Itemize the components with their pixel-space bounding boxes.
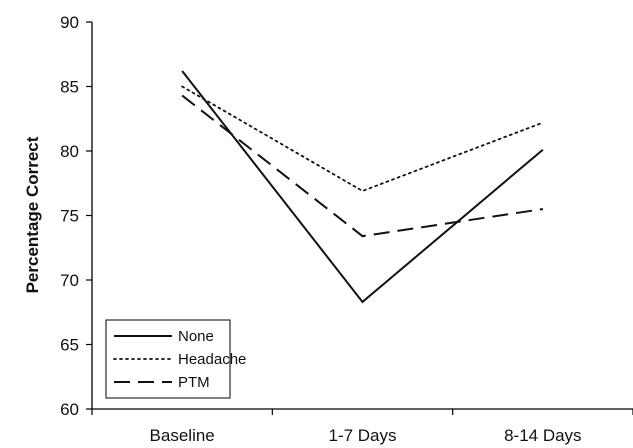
x-ticks: Baseline 1-7 Days 8-14 Days: [91, 409, 633, 445]
y-tick-label: 80: [60, 142, 79, 161]
legend-label-none: None: [178, 328, 214, 345]
legend-label-ptm: PTM: [178, 374, 210, 391]
y-tick-label: 65: [60, 336, 79, 355]
legend-label-headache: Headache: [178, 351, 246, 368]
x-tick-label: 8-14 Days: [504, 426, 581, 445]
y-ticks: 60 65 70 75 80 85 90: [60, 13, 92, 419]
y-tick-label: 90: [60, 13, 79, 32]
y-tick-label: 60: [60, 400, 79, 419]
y-axis-title: Percentage Correct: [23, 136, 42, 293]
y-tick-label: 75: [60, 207, 79, 226]
series-line-ptm: [181, 94, 543, 238]
y-tick-label: 85: [60, 78, 79, 97]
legend: None Headache PTM: [105, 319, 246, 399]
series-line-headache: [181, 85, 544, 192]
legend-items: None Headache PTM: [113, 328, 246, 391]
x-tick-label: Baseline: [150, 426, 215, 445]
x-tick-label: 1-7 Days: [328, 426, 396, 445]
series-lines: [181, 70, 544, 304]
series-line-none: [181, 70, 544, 304]
y-tick-label: 70: [60, 271, 79, 290]
